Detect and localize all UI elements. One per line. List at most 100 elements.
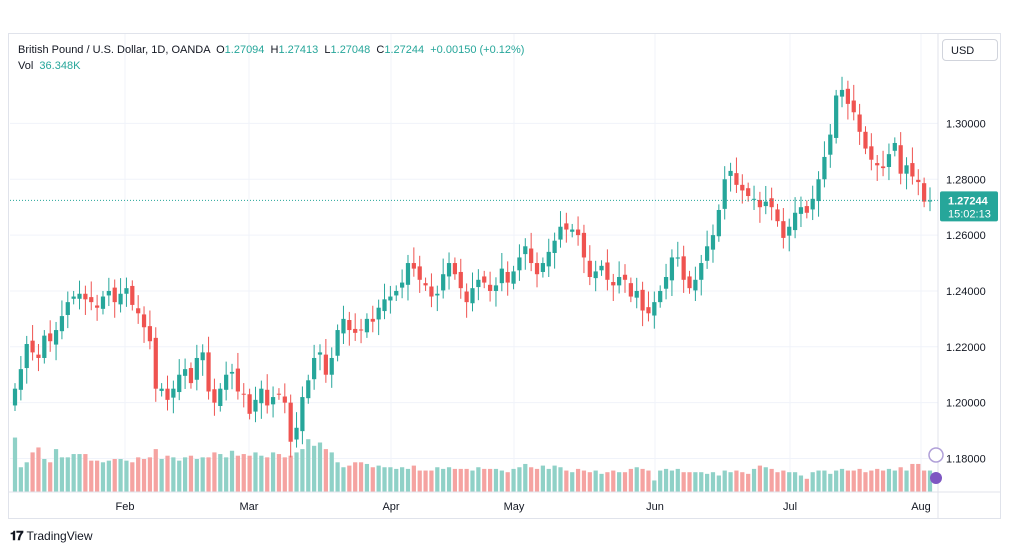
volume-bar — [658, 470, 663, 492]
volume-bar — [534, 468, 540, 492]
candle-body — [880, 166, 886, 169]
candle-body — [159, 388, 164, 391]
volume-bar — [892, 470, 897, 492]
volume-bar — [112, 459, 117, 492]
volume-bar — [845, 470, 850, 492]
price-tick-label: 1.20000 — [946, 398, 986, 410]
tradingview-logo[interactable]: 𝟏𝟕 TradingView — [10, 528, 93, 544]
volume-bar — [411, 465, 416, 492]
volume-bar — [769, 468, 774, 492]
volume-bar — [787, 472, 792, 492]
volume-bar — [505, 472, 510, 492]
volume-bar — [705, 473, 710, 492]
candle-body — [910, 163, 915, 177]
time-tick-label: May — [504, 501, 525, 513]
volume-bar — [540, 465, 545, 492]
candle-body — [446, 263, 452, 277]
volume-bar — [358, 462, 364, 492]
close-label: C — [376, 44, 385, 56]
candle-body — [364, 318, 370, 333]
volume-bar — [880, 470, 886, 492]
volume-bar — [394, 468, 399, 492]
candle-body — [124, 288, 129, 294]
volume-bar — [763, 467, 768, 492]
candle-body — [458, 271, 463, 289]
volume-bar — [552, 465, 557, 492]
candle-body — [534, 263, 540, 275]
candle-body — [136, 308, 141, 314]
candle-body — [863, 131, 868, 149]
candle-body — [400, 282, 405, 288]
currency-button[interactable]: USD — [942, 39, 998, 61]
grid-lines — [10, 34, 938, 492]
candle-body — [435, 293, 440, 296]
volume-bar — [382, 467, 387, 492]
price-tick-label: 1.18000 — [946, 453, 986, 465]
candle-body — [740, 184, 745, 191]
candle-body — [851, 100, 856, 113]
candle-body — [464, 291, 469, 303]
volume-bar — [36, 447, 41, 492]
volume-bar — [546, 468, 551, 492]
volume-bar — [95, 460, 100, 492]
volume-bar — [89, 460, 94, 492]
volume-bar — [581, 470, 587, 492]
candle-body — [65, 302, 70, 315]
candle-body — [165, 388, 170, 400]
candle-body — [118, 293, 123, 305]
candle-body — [48, 333, 53, 342]
volume-bar — [200, 457, 205, 492]
volume-bar — [687, 472, 692, 492]
candle-body — [106, 290, 111, 296]
volume-bar — [828, 473, 833, 492]
symbol-title[interactable]: British Pound / U.S. Dollar, 1D, OANDA — [18, 44, 210, 56]
last-price-value: 1.27244 — [948, 195, 989, 207]
volume-bar — [147, 457, 153, 492]
volume-bar — [464, 468, 469, 492]
event-icon[interactable] — [928, 447, 944, 463]
volume-bar — [435, 467, 440, 492]
candle-body — [922, 183, 927, 202]
candle-body — [141, 314, 147, 328]
volume-bar — [312, 445, 317, 492]
volume-bar — [875, 468, 880, 492]
candle-body — [787, 226, 792, 236]
volume-bar — [775, 472, 780, 492]
volume-bar — [599, 473, 604, 492]
globe-icon[interactable] — [930, 472, 942, 484]
candle-body — [634, 290, 639, 298]
price-tick-label: 1.26000 — [946, 230, 986, 242]
candle-body — [130, 285, 135, 305]
candle-body — [276, 393, 282, 395]
volume-bar — [376, 465, 381, 492]
volume-bar — [364, 463, 370, 492]
candle-body — [241, 393, 246, 395]
volume-bar — [663, 468, 669, 492]
volume-bar — [816, 470, 821, 492]
volume-bar — [458, 468, 463, 492]
open-label: O — [216, 44, 225, 56]
candle-body — [147, 326, 153, 342]
volume-bar — [317, 442, 323, 492]
volume-bar — [587, 472, 592, 492]
candle-body — [53, 330, 59, 345]
volume-bar — [898, 467, 903, 492]
candle-body — [499, 268, 504, 284]
candle-body — [259, 388, 264, 404]
volume-bar — [511, 468, 516, 492]
volume-bar — [863, 472, 868, 492]
volume-bar — [751, 468, 757, 492]
candle-body — [77, 293, 82, 299]
volume-bars — [12, 437, 933, 492]
volume-bar — [253, 452, 258, 492]
volume-bar — [83, 454, 88, 492]
volume-bar — [681, 472, 686, 492]
candle-body — [581, 232, 587, 258]
candle-body — [570, 229, 575, 232]
volume-bar — [646, 470, 651, 492]
candle-body — [869, 146, 874, 160]
price-tick-label: 1.22000 — [946, 342, 986, 354]
candle-body — [83, 293, 88, 300]
candle-body — [699, 263, 704, 280]
